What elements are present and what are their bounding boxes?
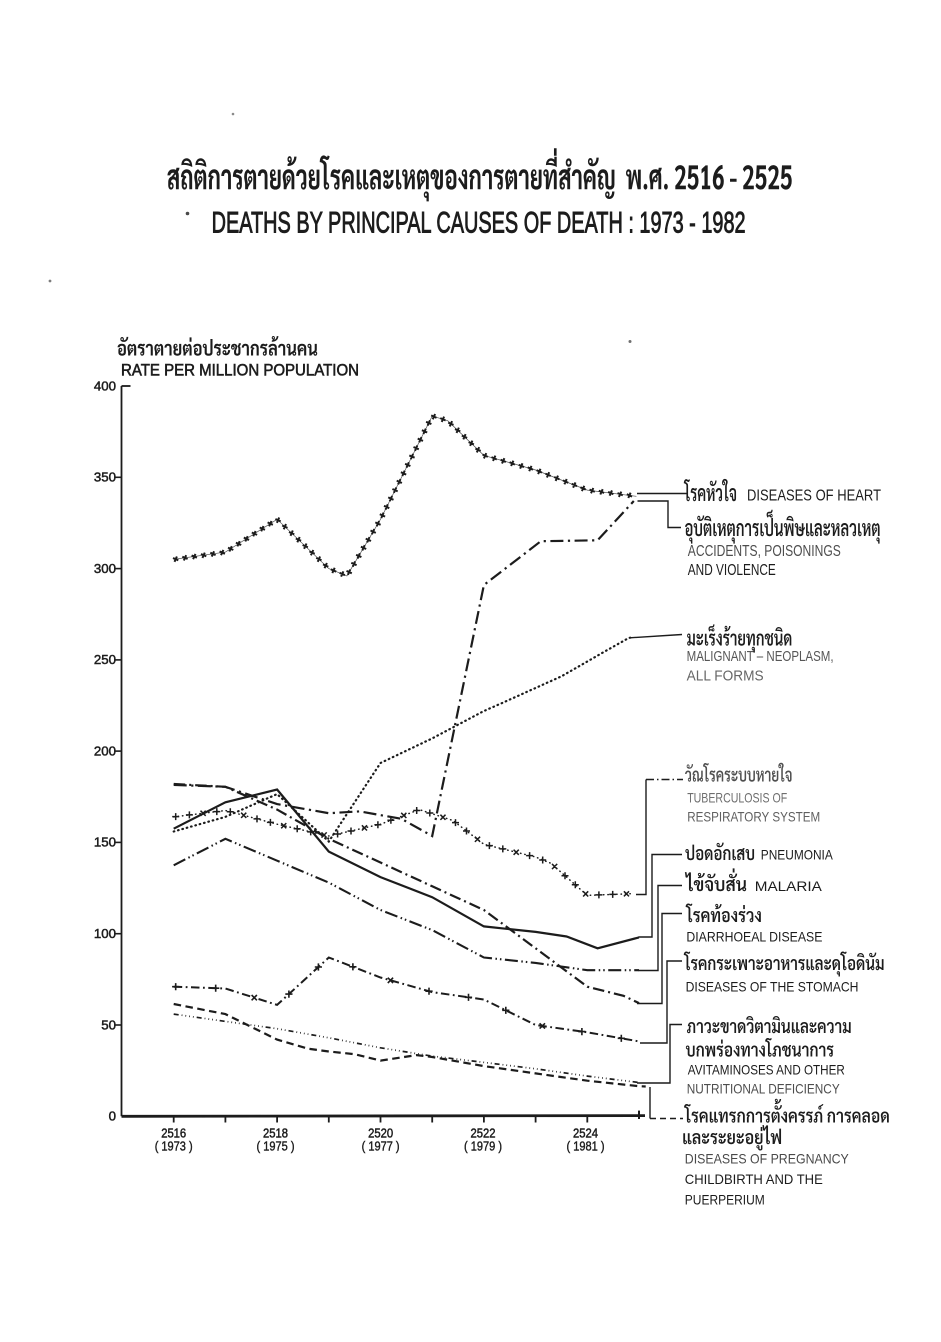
svg-text:DISEASES OF THE STOMACH: DISEASES OF THE STOMACH: [686, 979, 859, 995]
svg-text:( 1979 ): ( 1979 ): [464, 1140, 502, 1154]
svg-text:PNEUMONIA: PNEUMONIA: [761, 847, 834, 863]
svg-text:TUBERCULOSIS OF: TUBERCULOSIS OF: [687, 790, 787, 806]
svg-text:200: 200: [94, 743, 116, 758]
svg-text:2524: 2524: [573, 1127, 598, 1141]
svg-text:( 1977 ): ( 1977 ): [362, 1140, 400, 1154]
svg-text:DISEASES OF HEART: DISEASES OF HEART: [747, 488, 881, 505]
svg-text:PUERPERIUM: PUERPERIUM: [685, 1191, 765, 1207]
svg-text:DISEASES OF PREGNANCY: DISEASES OF PREGNANCY: [685, 1151, 850, 1167]
svg-text:RATE PER MILLION POPULATION: RATE PER MILLION POPULATION: [121, 362, 359, 380]
svg-text:RESPIRATORY SYSTEM: RESPIRATORY SYSTEM: [687, 809, 820, 825]
svg-text:250: 250: [94, 652, 116, 667]
svg-text:2516: 2516: [161, 1127, 186, 1141]
svg-text:ALL FORMS: ALL FORMS: [687, 668, 764, 685]
svg-text:CHILDBIRTH AND THE: CHILDBIRTH AND THE: [685, 1171, 823, 1187]
svg-text:100: 100: [94, 926, 116, 941]
svg-text:300: 300: [94, 561, 116, 576]
svg-text:150: 150: [94, 835, 116, 850]
svg-text:350: 350: [94, 470, 116, 485]
svg-text:( 1973 ): ( 1973 ): [155, 1140, 193, 1154]
svg-text:ACCIDENTS, POISONINGS: ACCIDENTS, POISONINGS: [688, 543, 841, 560]
svg-text:( 1975 ): ( 1975 ): [257, 1140, 295, 1154]
svg-text:2522: 2522: [471, 1127, 496, 1141]
svg-text:AND VIOLENCE: AND VIOLENCE: [688, 562, 776, 579]
svg-text:DIARRHOEAL DISEASE: DIARRHOEAL DISEASE: [686, 929, 822, 945]
svg-text:DEATHS BY PRINCIPAL CAUSES: DEATHS BY PRINCIPAL CAUSES OF DEATH : 19…: [212, 207, 746, 240]
svg-text:MALIGNANT – NEOPLASM,: MALIGNANT – NEOPLASM,: [687, 648, 834, 665]
svg-text:2520: 2520: [368, 1127, 393, 1141]
svg-text:50: 50: [101, 1017, 116, 1032]
svg-text:NUTRITIONAL DEFICIENCY: NUTRITIONAL DEFICIENCY: [687, 1081, 841, 1097]
svg-text:400: 400: [94, 378, 116, 393]
svg-text:AVITAMINOSES AND OTHER: AVITAMINOSES AND OTHER: [688, 1062, 845, 1078]
svg-text:( 1981 ): ( 1981 ): [567, 1140, 605, 1154]
svg-text:0: 0: [109, 1109, 116, 1124]
svg-text:2518: 2518: [263, 1127, 288, 1141]
svg-text:MALARIA: MALARIA: [755, 878, 823, 894]
